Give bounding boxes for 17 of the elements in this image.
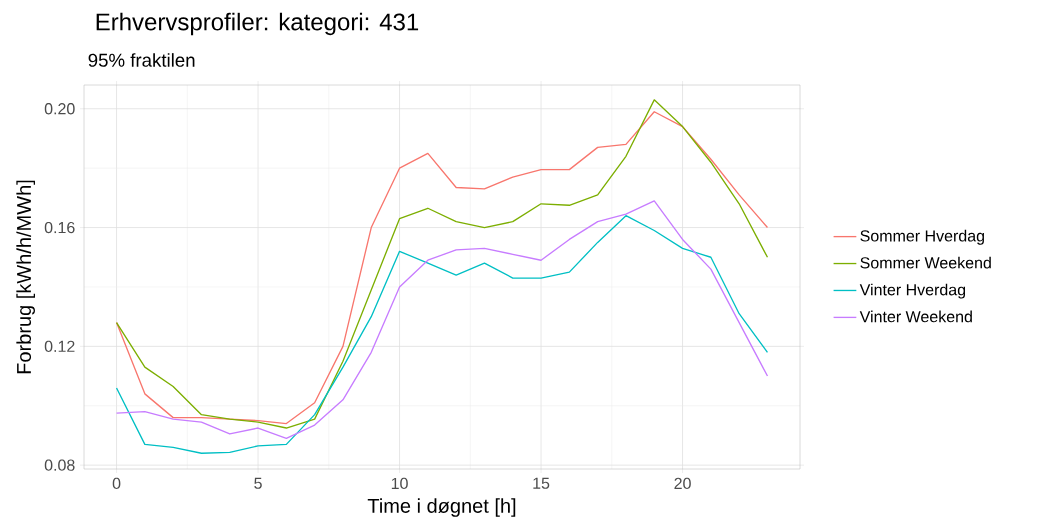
y-tick-label: 0.12 (44, 340, 75, 353)
y-tick-label: 0.08 (44, 459, 75, 471)
x-tick-label: 20 (674, 477, 691, 490)
y-axis-title: Forbrug [kWh/h/MWh] (16, 180, 35, 374)
x-tick-label: 5 (254, 477, 262, 489)
y-tick-label: 0.16 (44, 221, 75, 234)
x-tick-label: 10 (391, 477, 408, 490)
x-axis-title: Time i døgnet [h] (367, 498, 516, 517)
chart-subtitle: 95% fraktilen (88, 53, 195, 67)
x-tick-label: 15 (533, 477, 550, 489)
chart-title: Erhvervsprofiler: kategori: 431 (96, 12, 419, 36)
legend-label: Sommer Weekend (860, 256, 991, 269)
y-tick-label: 0.20 (44, 103, 75, 115)
legend-label: Sommer Hverdag (860, 229, 984, 245)
x-tick-label: 0 (112, 477, 121, 490)
legend-label: Vinter Hverdag (859, 283, 966, 299)
legend-label: Vinter Weekend (859, 310, 972, 323)
